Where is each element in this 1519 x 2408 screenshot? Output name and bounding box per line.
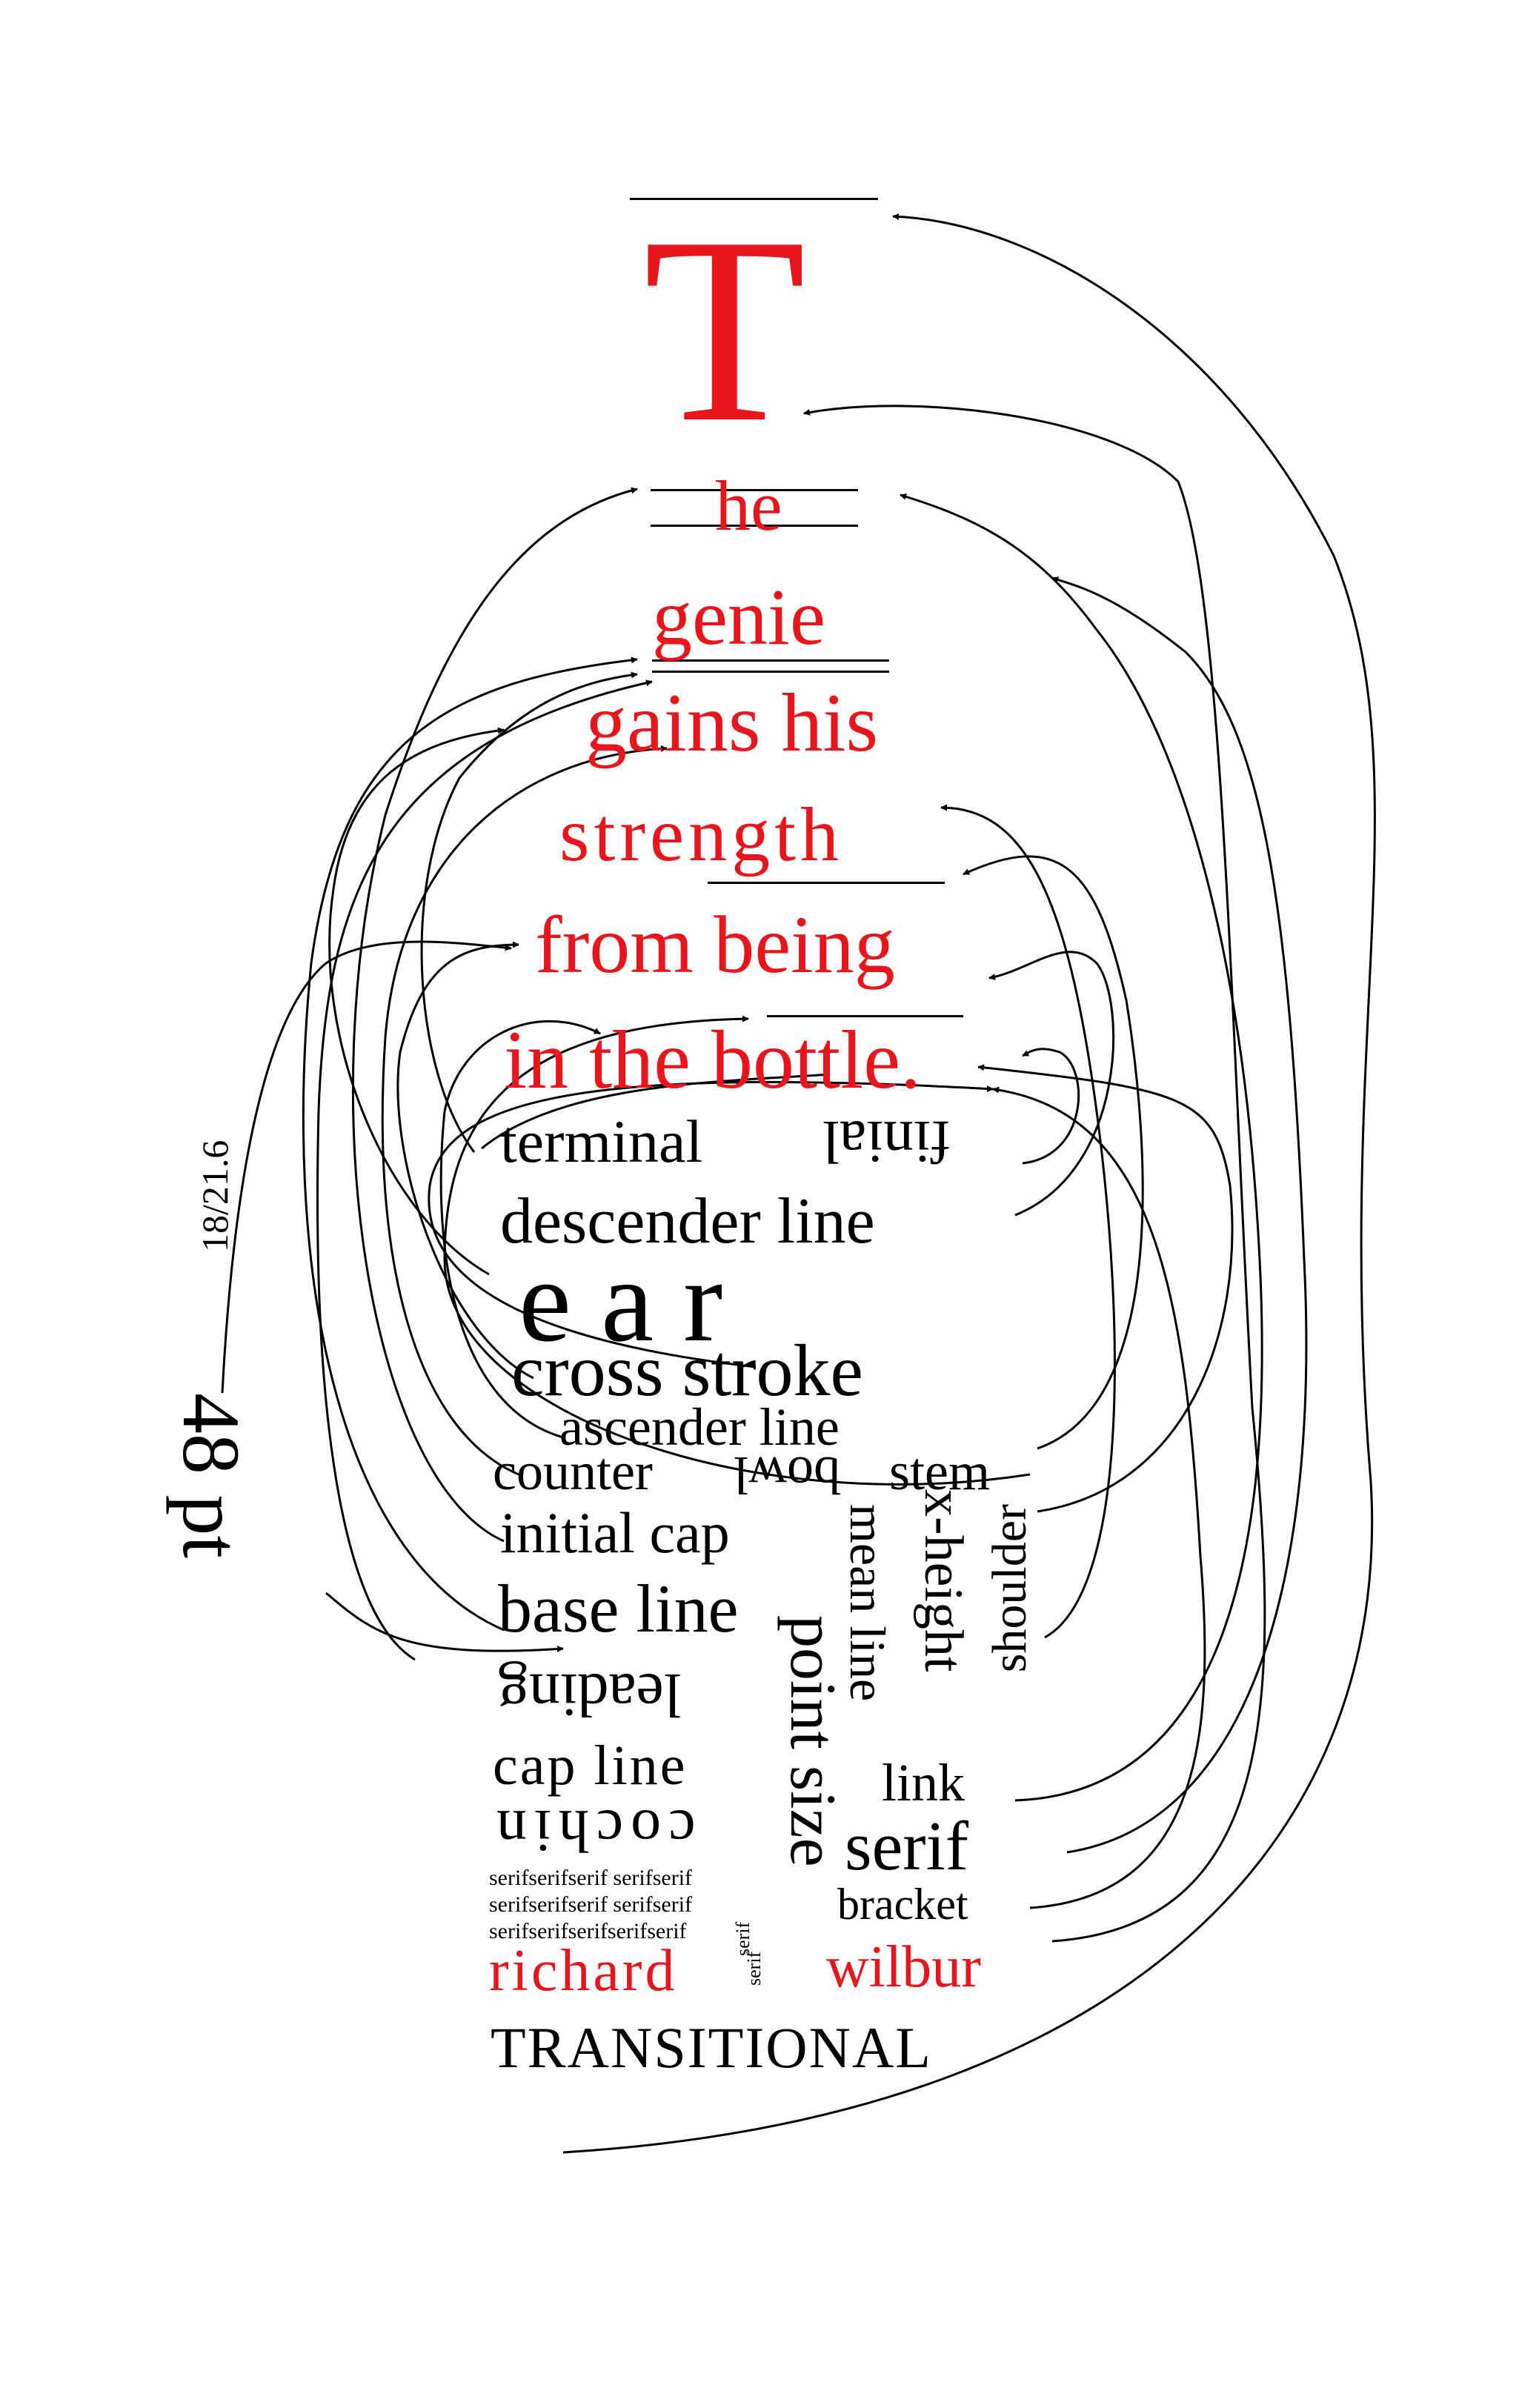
cap-line-rule — [630, 198, 878, 200]
term-finial: finial — [822, 1108, 951, 1176]
term-shoulder: shoulder — [983, 1504, 1037, 1673]
arrow-counter-to-gains — [381, 745, 668, 1476]
poem-line-strength: strength — [559, 792, 844, 877]
arrow-stem-to-strength — [963, 855, 1144, 1450]
serif-row-1: serifserifserif serifserif — [489, 1866, 693, 1890]
initial-cap-t: T — [643, 182, 806, 477]
arrow-descender-to-being — [988, 951, 1114, 1217]
arrow-stem-to-being — [443, 1015, 1031, 1486]
author-wilbur: wilbur — [826, 1935, 981, 2000]
author-richard: richard — [489, 1938, 678, 2003]
term-ear: e a r — [519, 1234, 723, 1366]
arrow-ear-to-gains — [328, 727, 505, 1276]
poem-line-in-the-bottle: in the bottle. — [504, 1014, 922, 1106]
term-descender-line: descender line — [500, 1185, 875, 1257]
arrow-bracket-to-bottle — [992, 1086, 1206, 1909]
serif-row-2: serifserifserif serifserif — [489, 1892, 693, 1917]
leading-value-label: 18/21.6 — [194, 1140, 236, 1252]
poem-line-gains-his: gains his — [585, 677, 879, 769]
term-cochin: cochin — [489, 1797, 696, 1865]
arrow-transitional-to-initial — [562, 213, 1376, 2154]
point-size-value-label: 48 pt — [166, 1393, 256, 1559]
term-link: link — [882, 1753, 965, 1812]
term-serif: serif — [845, 1808, 969, 1885]
poem-line-he: he — [715, 466, 782, 545]
term-base-line: base line — [498, 1571, 739, 1646]
arrow-terminal-to-genie — [420, 671, 638, 1153]
term-point-size: point size — [777, 1615, 848, 1867]
arrow-link-to-he — [900, 493, 1263, 1802]
term-leading: leading — [498, 1660, 682, 1729]
term-terminal: terminal — [500, 1108, 703, 1175]
arrow-leading-to-genie — [316, 679, 653, 1661]
term-mean-line: mean line — [840, 1504, 896, 1702]
term-bowl: bowl — [734, 1446, 840, 1505]
arrow-counter-to-bottle-end — [977, 1064, 1234, 1513]
term-counter: counter — [493, 1442, 653, 1501]
arrow-cross-stroke-to-from — [396, 941, 534, 1380]
term-x-height: x-height — [913, 1489, 974, 1672]
arrow-ascender-to-in — [439, 1020, 601, 1439]
arrow-48pt-to-from — [221, 940, 512, 1394]
arrow-terminal-to-bottle — [481, 1071, 831, 1150]
strength-base-rule — [708, 882, 945, 884]
arrow-serif-to-he — [1051, 576, 1308, 1854]
serif-small-vertical-b: serif — [743, 1951, 765, 1986]
being-top-rule — [767, 1015, 963, 1017]
poem-line-from-being: from being — [535, 899, 895, 990]
arrow-finial-to-bottle — [1022, 1048, 1080, 1165]
arrow-cochin-to-initial — [803, 405, 1266, 1943]
arrow-48pt-to-leading — [325, 1592, 564, 1653]
term-stem: stem — [889, 1442, 990, 1501]
serif-row-3: serifserifserifserifserif — [489, 1919, 687, 1943]
poem-line-genie: genie — [652, 573, 825, 662]
term-initial-cap: initial cap — [500, 1500, 730, 1565]
genie-base-rule-1 — [652, 659, 889, 662]
term-cap-line: cap line — [493, 1735, 688, 1797]
arrow-ear-to-bottle — [428, 1080, 994, 1368]
term-transitional: TRANSITIONAL — [491, 2015, 932, 2080]
genie-base-rule-2 — [652, 671, 889, 673]
he-base-rule — [651, 525, 858, 527]
term-bracket: bracket — [837, 1880, 968, 1929]
arrow-base-line-to-genie — [302, 656, 638, 1632]
arrow-shoulder-to-strength — [940, 804, 1116, 1639]
term-ascender-line: ascender line — [559, 1397, 840, 1457]
term-cross-stroke: cross stroke — [511, 1329, 863, 1411]
he-top-rule — [651, 489, 858, 491]
arrow-initial-cap-to-he — [351, 487, 638, 1543]
